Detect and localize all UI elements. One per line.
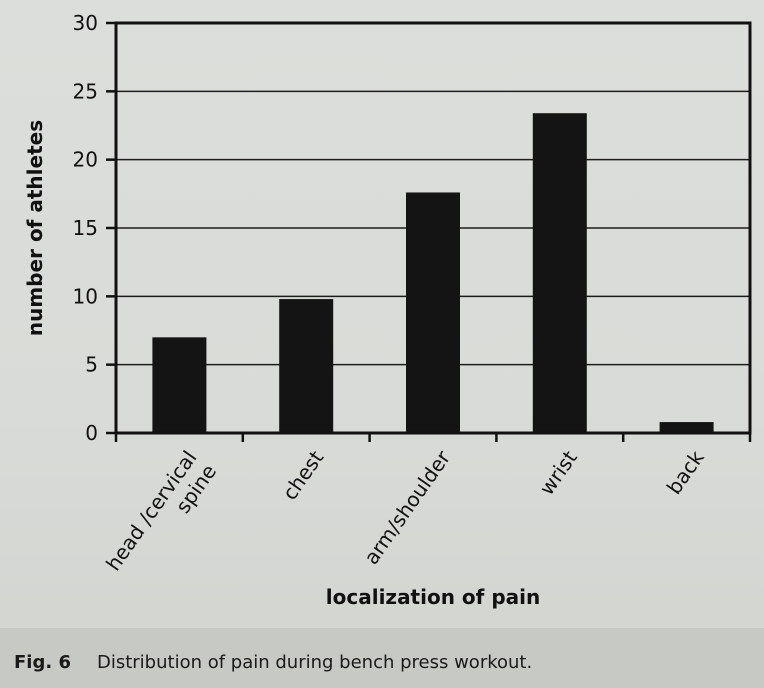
caption-bar [0, 628, 764, 688]
y-tick-label: 10 [73, 284, 98, 308]
bar [659, 422, 714, 433]
x-axis-ticks: head /cervicalspine chest arm/shoulder wris… [101, 433, 752, 589]
x-axis-title: localization of pain [326, 585, 540, 609]
y-tick-label: 5 [85, 353, 98, 377]
bar [279, 299, 334, 433]
y-axis-title: number of athletes [23, 120, 47, 336]
caption-text: Distribution of pain during bench press … [96, 652, 533, 673]
y-tick-label: 20 [73, 148, 98, 172]
y-tick-label: 0 [85, 421, 98, 445]
x-tick-label: chest [278, 446, 329, 504]
bar [406, 192, 460, 433]
x-tick-label: arm/shoulder [359, 445, 455, 568]
x-tick-label: back [662, 446, 709, 499]
bar [532, 113, 587, 433]
bar [152, 337, 207, 433]
bars [152, 113, 714, 433]
figure-number: Fig. 6 [14, 652, 71, 673]
y-tick-label: 15 [73, 216, 98, 240]
y-axis-ticks: 0 5 10 15 20 25 30 [73, 11, 116, 445]
bar-chart: 0 5 10 15 20 25 30 head /cervicalspine chest arm… [23, 11, 752, 609]
y-tick-label: 30 [73, 11, 98, 35]
x-tick-label: wrist [534, 446, 582, 500]
y-tick-label: 25 [73, 79, 98, 103]
x-tick-label: head /cervicalspine [101, 446, 221, 589]
figure-caption: Fig. 6 Distribution of pain during bench … [14, 652, 532, 673]
